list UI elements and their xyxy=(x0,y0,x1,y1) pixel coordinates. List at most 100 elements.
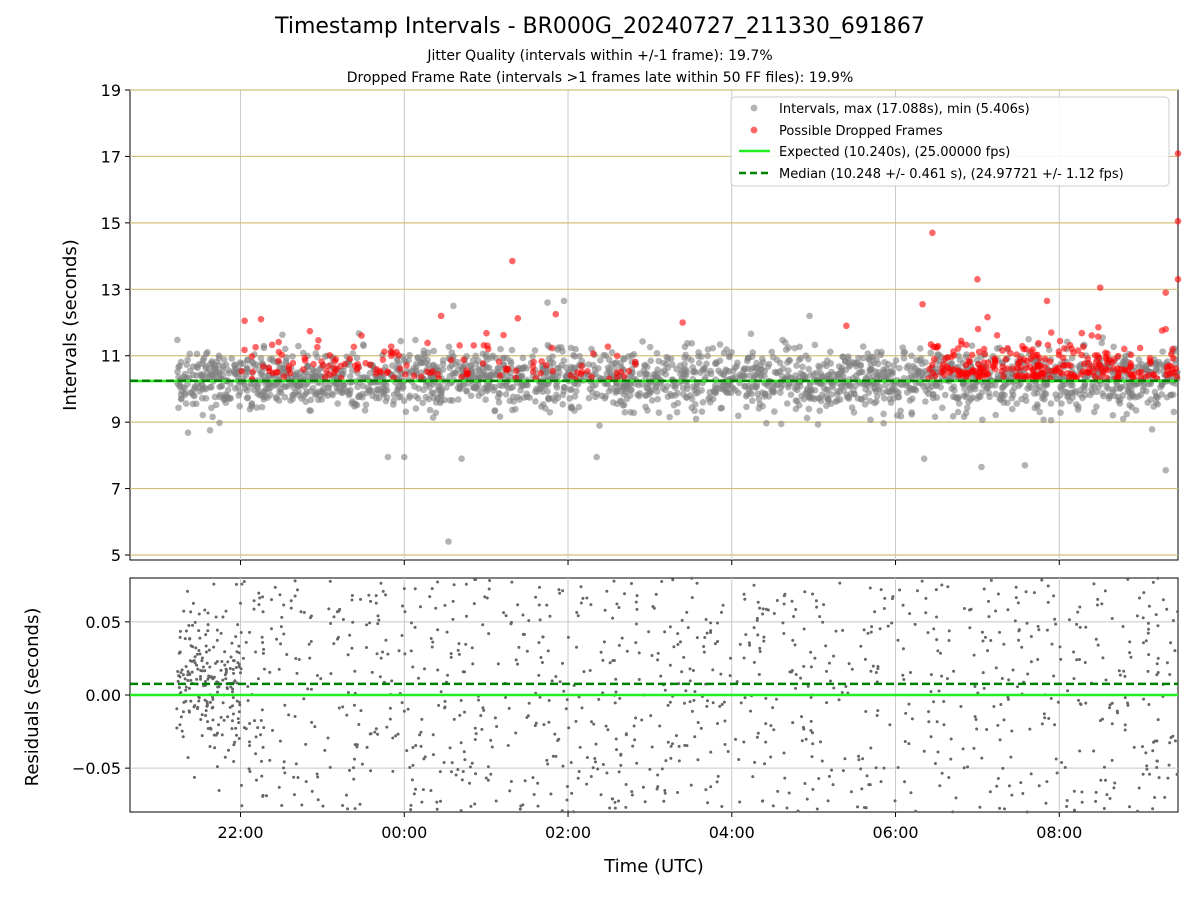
residual-point xyxy=(882,766,886,770)
dropped-frame-point xyxy=(548,344,556,352)
residual-point xyxy=(705,704,709,708)
interval-point xyxy=(751,371,758,379)
residual-point xyxy=(684,689,688,693)
residual-point xyxy=(1050,642,1054,646)
residual-point xyxy=(614,748,618,752)
interval-point xyxy=(877,351,885,359)
residual-point xyxy=(723,719,727,723)
residual-point xyxy=(304,780,308,784)
residual-point xyxy=(248,722,252,726)
residual-point xyxy=(237,737,241,741)
dropped-frame-point xyxy=(980,345,988,353)
interval-point xyxy=(922,387,930,394)
residual-point xyxy=(223,755,227,759)
residual-point xyxy=(309,639,313,643)
residual-point xyxy=(420,717,424,721)
interval-point xyxy=(978,389,986,396)
residual-point xyxy=(299,610,303,614)
residual-point xyxy=(716,621,720,625)
dropped-frame-point xyxy=(604,343,612,350)
residual-point xyxy=(996,776,1000,780)
residual-point xyxy=(226,715,230,719)
residual-point xyxy=(676,632,680,636)
interval-point xyxy=(755,405,763,412)
residual-point xyxy=(671,578,675,582)
residual-point xyxy=(792,615,796,619)
dropped-frame-point xyxy=(962,341,970,349)
residual-point xyxy=(1126,703,1130,707)
interval-point xyxy=(646,343,654,351)
dropped-frame-point xyxy=(1071,372,1078,380)
interval-point xyxy=(777,420,785,428)
residual-point xyxy=(738,800,742,804)
intervals-y-tick-label: 19 xyxy=(101,81,121,100)
residual-point xyxy=(691,668,695,672)
interval-point xyxy=(804,385,811,393)
residual-point xyxy=(411,763,415,767)
residual-point xyxy=(214,661,218,665)
residual-point xyxy=(729,656,733,660)
residual-point xyxy=(262,726,266,730)
residual-point xyxy=(353,669,357,673)
residual-point xyxy=(935,638,939,642)
interval-point xyxy=(906,384,914,392)
residual-point xyxy=(525,649,529,653)
residual-point xyxy=(758,646,762,650)
residual-point xyxy=(260,708,264,712)
residual-point xyxy=(260,774,264,778)
interval-point xyxy=(1025,335,1032,343)
residual-point xyxy=(483,595,487,599)
residual-point xyxy=(1156,656,1160,660)
residual-point xyxy=(1147,703,1151,707)
interval-point xyxy=(872,398,880,405)
residual-point xyxy=(666,740,670,744)
interval-point xyxy=(691,407,698,415)
residual-point xyxy=(545,758,549,762)
dropped-frame-point xyxy=(976,364,984,371)
residual-point xyxy=(1146,669,1150,673)
interval-point xyxy=(850,409,858,416)
interval-point xyxy=(684,340,691,347)
interval-point xyxy=(992,390,999,398)
dropped-frame-point xyxy=(1060,345,1068,352)
residual-point xyxy=(589,603,593,607)
residual-point xyxy=(431,640,435,644)
interval-point xyxy=(847,361,854,369)
residual-point xyxy=(663,791,667,795)
residual-point xyxy=(514,658,518,662)
residual-point xyxy=(384,638,388,642)
residual-point xyxy=(488,579,492,583)
residual-point xyxy=(1156,624,1160,628)
interval-point xyxy=(412,392,419,400)
residual-point xyxy=(1013,619,1017,623)
residual-point xyxy=(992,705,996,709)
residual-point xyxy=(806,684,810,688)
residual-point xyxy=(186,756,190,760)
dropped-frame-point xyxy=(1013,365,1021,372)
interval-point xyxy=(307,407,315,414)
interval-point xyxy=(273,393,280,401)
dropped-frame-point xyxy=(971,367,979,375)
residual-point xyxy=(689,783,693,787)
residual-point xyxy=(469,804,473,808)
dropped-frame-point xyxy=(257,315,265,323)
interval-point xyxy=(258,403,266,411)
interval-point xyxy=(347,386,354,394)
residual-point xyxy=(438,770,442,774)
interval-point xyxy=(484,356,491,363)
residual-point xyxy=(747,641,751,645)
residual-point xyxy=(541,635,545,639)
interval-point xyxy=(612,389,619,396)
residual-point xyxy=(242,726,246,730)
residual-point xyxy=(323,748,327,752)
residual-point xyxy=(195,652,199,656)
intervals-y-tick-label: 5 xyxy=(111,546,121,565)
dropped-frame-point xyxy=(1041,364,1049,371)
residual-point xyxy=(907,702,911,706)
residual-point xyxy=(351,620,355,624)
residual-point xyxy=(703,635,707,639)
residual-point xyxy=(537,603,541,607)
interval-point xyxy=(653,388,661,395)
residual-point xyxy=(248,770,252,774)
interval-point xyxy=(212,401,220,409)
